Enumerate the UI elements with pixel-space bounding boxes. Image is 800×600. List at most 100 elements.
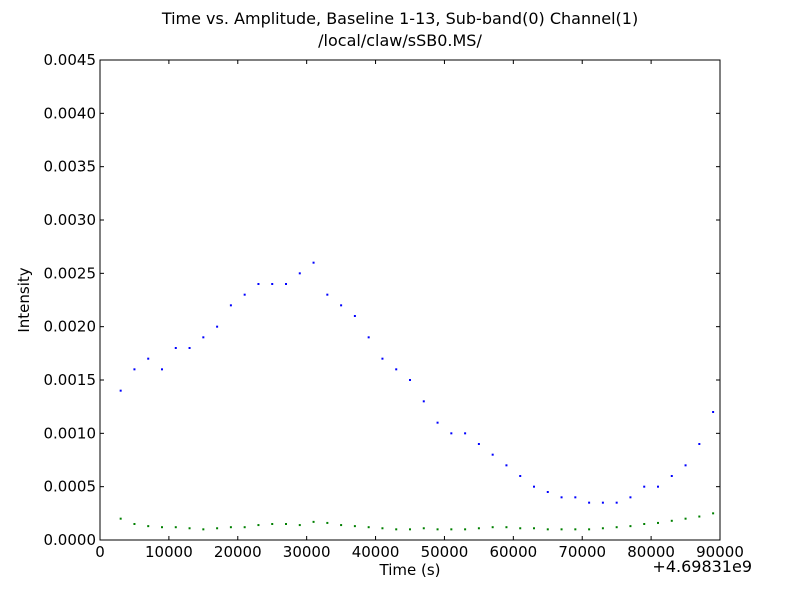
data-point: [257, 283, 260, 285]
data-point: [133, 523, 136, 525]
data-point: [533, 485, 535, 488]
data-point: [353, 315, 356, 317]
y-tick-label: 0.0010: [44, 424, 97, 442]
x-axis-label: Time (s): [379, 561, 441, 579]
data-point: [560, 496, 563, 499]
data-point: [477, 527, 480, 530]
data-point: [312, 261, 315, 264]
data-point: [657, 521, 659, 524]
data-point: [422, 400, 425, 403]
data-point: [243, 293, 246, 296]
data-point: [533, 527, 535, 530]
data-point: [670, 519, 673, 522]
y-tick-label: 0.0000: [44, 531, 97, 549]
data-point: [202, 528, 205, 531]
data-point: [367, 336, 370, 339]
data-point: [395, 528, 398, 531]
data-point: [340, 304, 343, 307]
x-tick-label: 20000: [214, 543, 262, 561]
y-tick-label: 0.0015: [44, 371, 97, 389]
data-point: [326, 521, 329, 524]
data-point: [491, 526, 494, 529]
data-point: [684, 517, 687, 520]
data-point: [340, 524, 343, 527]
y-tick-label: 0.0005: [44, 478, 97, 496]
data-point: [409, 528, 411, 531]
x-tick-label: 60000: [489, 543, 537, 561]
data-point: [229, 526, 232, 529]
x-tick-label: 30000: [283, 543, 331, 561]
data-point: [698, 443, 701, 445]
data-point: [119, 389, 122, 392]
x-tick-label: 50000: [421, 543, 469, 561]
y-axis-label: Intensity: [15, 267, 33, 332]
data-point: [202, 336, 205, 339]
chart-title: Time vs. Amplitude, Baseline 1-13, Sub-b…: [161, 9, 639, 28]
data-point: [464, 528, 467, 531]
data-point: [560, 528, 563, 531]
data-point: [629, 525, 632, 528]
plot-frame: [99, 59, 721, 541]
data-point: [229, 304, 232, 307]
data-point: [615, 526, 618, 529]
data-point: [629, 496, 632, 499]
data-point: [546, 491, 549, 493]
data-point: [450, 432, 453, 435]
data-point: [298, 272, 301, 275]
data-point: [698, 515, 701, 518]
data-point: [601, 501, 604, 504]
y-tick-label: 0.0035: [44, 158, 97, 176]
data-point: [574, 528, 577, 531]
data-point: [436, 421, 439, 424]
data-point: [216, 325, 219, 328]
data-point: [712, 411, 715, 413]
data-point: [285, 283, 287, 285]
x-tick-label: 0: [95, 543, 105, 561]
data-point: [615, 501, 618, 504]
data-point: [670, 475, 673, 477]
data-point: [188, 527, 191, 530]
y-tick-label: 0.0040: [44, 104, 97, 122]
data-point: [477, 443, 480, 445]
data-point: [174, 347, 177, 349]
data-point: [174, 526, 177, 529]
data-point: [381, 357, 384, 360]
x-tick-label: 80000: [627, 543, 675, 561]
x-tick-label: 10000: [145, 543, 193, 561]
data-point: [147, 357, 150, 360]
x-tick-label: 70000: [558, 543, 606, 561]
data-point: [450, 528, 453, 531]
chart-subtitle: /local/claw/sSB0.MS/: [318, 31, 482, 50]
data-point: [505, 464, 508, 467]
data-point: [188, 347, 191, 349]
x-tick-label: 40000: [352, 543, 400, 561]
y-tick-label: 0.0030: [44, 211, 97, 229]
data-point: [147, 525, 150, 528]
data-point: [161, 526, 163, 529]
data-point: [684, 464, 687, 467]
x-axis-ticks: 0 10000 20000 30000 40000 50000 60000 70000 8000…: [95, 60, 744, 561]
data-point: [546, 528, 549, 531]
data-point: [243, 526, 246, 529]
data-point: [285, 523, 287, 525]
data-point: [271, 523, 274, 525]
data-point: [643, 485, 646, 488]
data-point: [119, 517, 122, 520]
data-point: [422, 527, 425, 530]
data-point: [588, 528, 591, 531]
data-point: [326, 293, 329, 296]
data-point: [271, 283, 274, 285]
data-point: [601, 527, 604, 530]
data-point: [519, 527, 522, 530]
data-point: [257, 524, 260, 527]
data-point: [298, 524, 301, 527]
data-point: [133, 368, 136, 371]
data-point: [436, 528, 439, 531]
data-point: [588, 501, 591, 504]
x-tick-label: 90000: [696, 543, 744, 561]
y-tick-label: 0.0020: [44, 318, 97, 336]
y-tick-label: 0.0025: [44, 264, 97, 282]
data-point: [712, 512, 715, 515]
